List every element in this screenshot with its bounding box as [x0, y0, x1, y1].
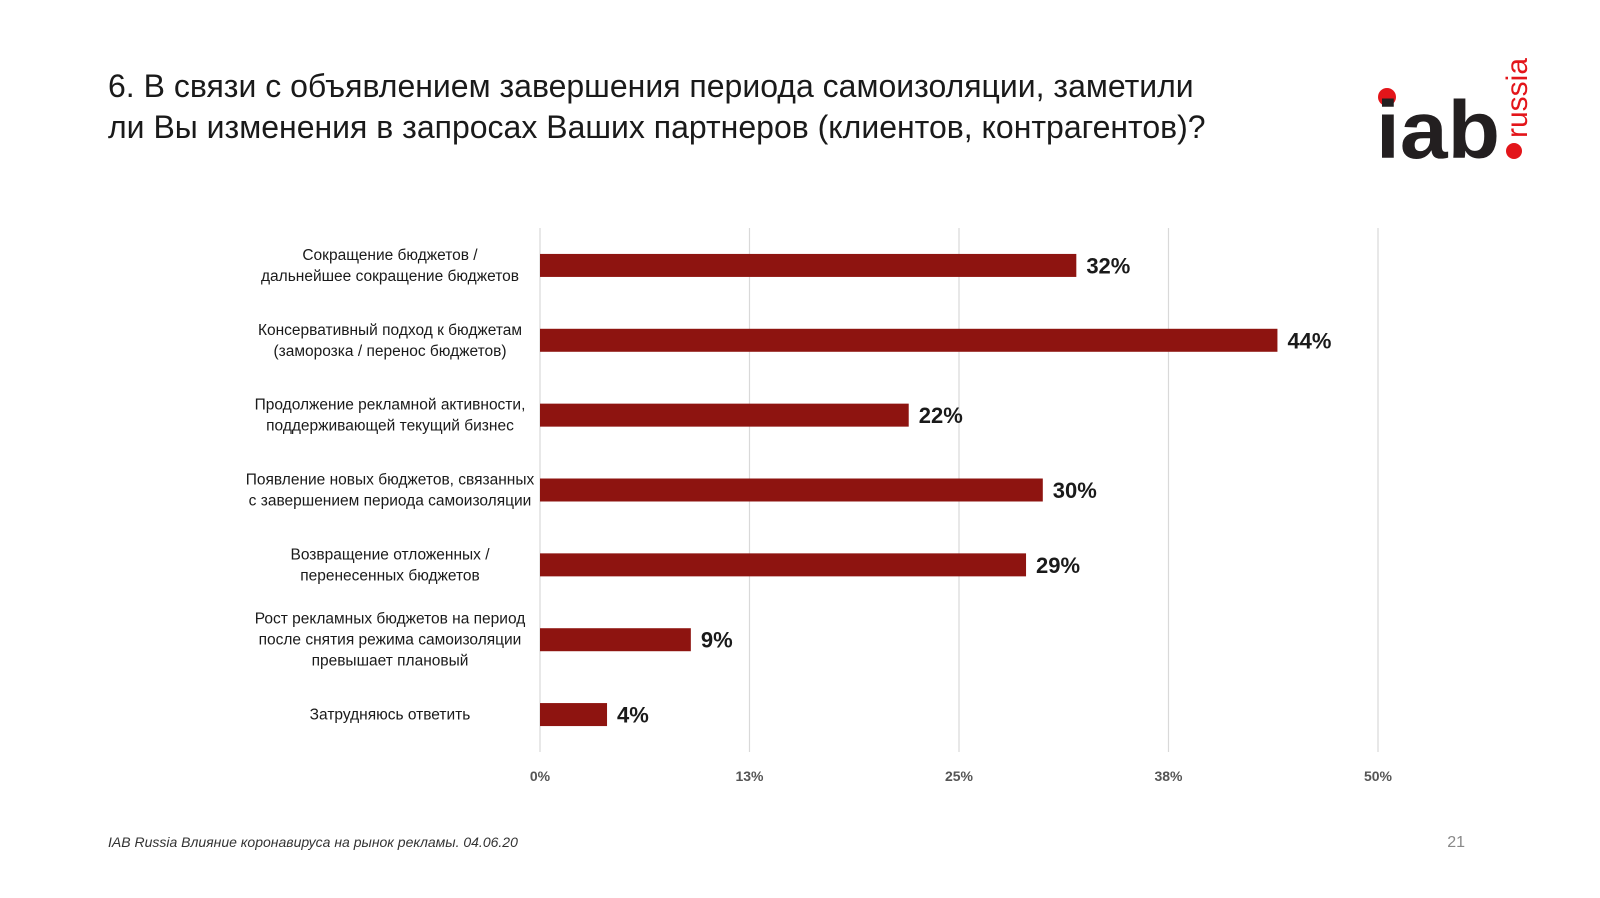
bar-chart: 0% 13% 25% 38% 50% 32% Сокращение бюджетов / да… — [246, 228, 1393, 784]
bar — [540, 628, 691, 652]
page-number: 21 — [1447, 834, 1465, 851]
page-title: 6. В связи с объявлением завершения пери… — [108, 68, 1206, 145]
category-label: Консервативный подход к бюджетам (замороз… — [258, 322, 522, 360]
category-label: Рост рекламных бюджетов на период после с… — [255, 611, 526, 670]
x-tick-label: 0% — [530, 768, 551, 784]
x-tick-label: 38% — [1154, 768, 1183, 784]
bar-value-label: 9% — [701, 628, 733, 653]
bar — [540, 328, 1278, 352]
x-tick-label: 50% — [1364, 768, 1393, 784]
x-tick-label: 13% — [735, 768, 764, 784]
logo-brand-text: iab — [1376, 85, 1500, 174]
bar — [540, 703, 608, 727]
bar — [540, 553, 1027, 577]
logo-dot-i — [1378, 88, 1396, 106]
bar — [540, 253, 1077, 277]
iab-russia-logo: iab russia — [1376, 58, 1534, 174]
bar-value-label: 22% — [919, 403, 963, 428]
bar — [540, 403, 909, 427]
category-label: Возвращение отложенных / перенесенных бюд… — [290, 546, 490, 584]
category-label: Продолжение рекламной активности, поддерж… — [255, 397, 526, 435]
category-label: Затрудняюсь ответить — [310, 707, 471, 724]
bar — [540, 478, 1043, 502]
bar-value-label: 32% — [1086, 253, 1130, 278]
logo-region-text: russia — [1501, 58, 1534, 138]
bar-value-label: 4% — [617, 703, 649, 728]
category-label: Появление новых бюджетов, связанных с зав… — [246, 472, 535, 510]
category-label: Сокращение бюджетов / дальнейшее сокращен… — [261, 247, 519, 285]
bar-value-label: 44% — [1287, 328, 1331, 353]
bar-value-label: 30% — [1053, 478, 1097, 503]
bar-value-label: 29% — [1036, 553, 1080, 578]
logo-dot-russia — [1506, 143, 1522, 159]
x-tick-label: 25% — [945, 768, 974, 784]
footer-source: IAB Russia Влияние коронавируса на рынок… — [108, 834, 518, 850]
